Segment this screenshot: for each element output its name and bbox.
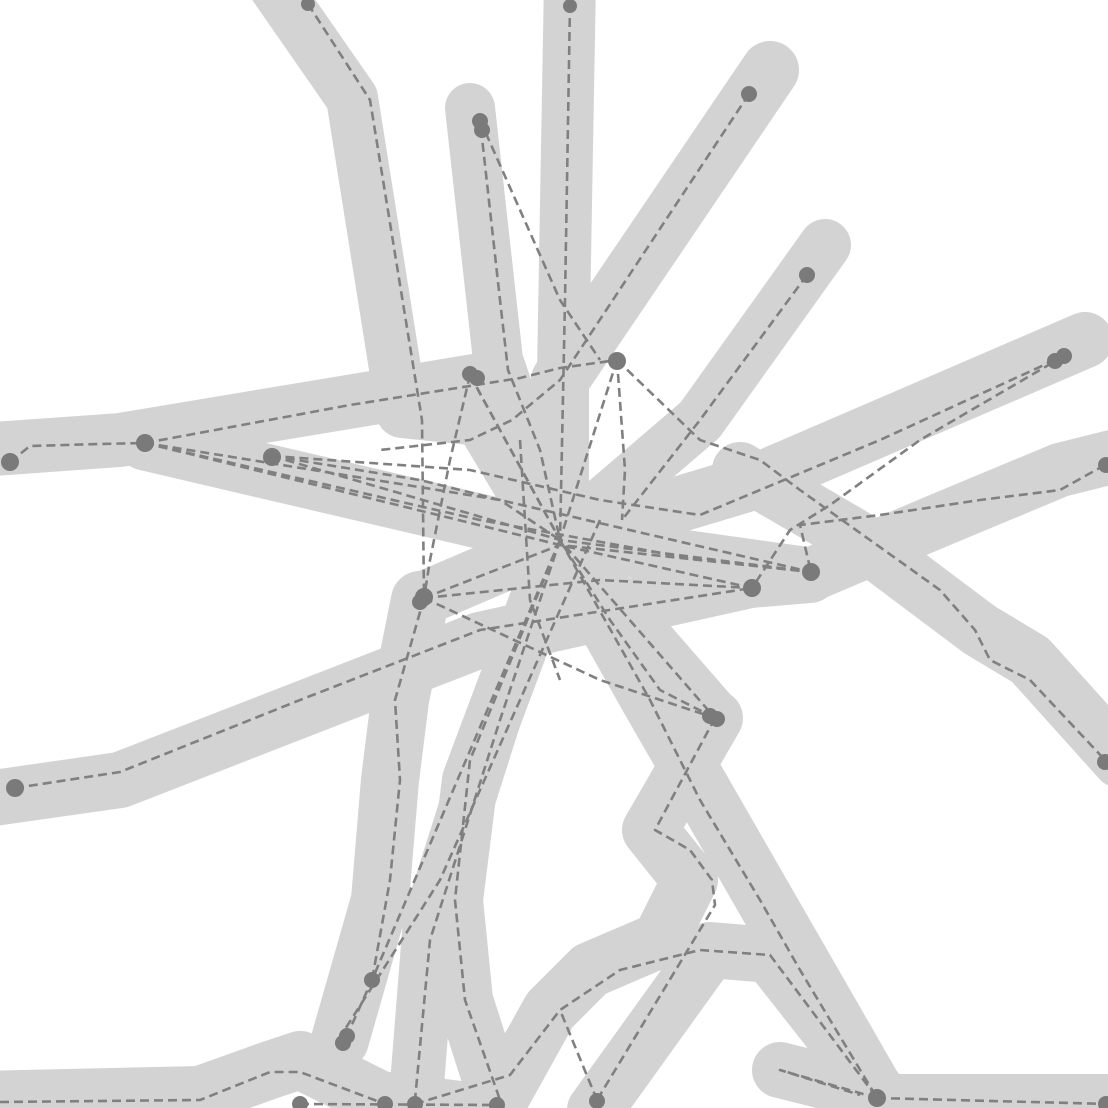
station-node[interactable]	[1, 453, 19, 471]
route-line	[0, 1070, 386, 1106]
station-node[interactable]	[412, 594, 428, 610]
route-line	[271, 454, 561, 542]
route-line	[615, 359, 627, 521]
station-node[interactable]	[868, 1089, 886, 1107]
route-line	[14, 586, 753, 790]
route-line	[468, 374, 716, 720]
corridor-band	[712, 442, 1108, 786]
route-line	[558, 359, 619, 541]
route-line	[558, 3, 572, 541]
station-node[interactable]	[563, 0, 577, 13]
station-node[interactable]	[741, 86, 757, 102]
route-line	[271, 358, 1056, 517]
station-node[interactable]	[608, 352, 626, 370]
station-node[interactable]	[1047, 353, 1063, 369]
route-line	[423, 578, 753, 600]
route-line	[558, 948, 879, 1101]
station-node[interactable]	[1097, 754, 1108, 770]
station-node[interactable]	[743, 579, 761, 597]
route-line	[306, 3, 426, 599]
station-node[interactable]	[301, 0, 315, 11]
route-line	[9, 441, 146, 464]
route-line	[453, 539, 562, 1101]
route-line	[595, 717, 717, 1101]
station-node[interactable]	[377, 1096, 393, 1108]
route-line	[144, 441, 812, 574]
route-line	[798, 463, 1106, 573]
route-line	[414, 1009, 562, 1106]
route-line	[423, 543, 812, 600]
corridor-band	[0, 547, 838, 826]
route-line	[616, 359, 1106, 761]
station-node[interactable]	[335, 1035, 351, 1051]
station-node[interactable]	[292, 1096, 308, 1108]
station-node[interactable]	[136, 434, 154, 452]
corridor-band	[311, 571, 449, 1069]
station-node[interactable]	[469, 370, 485, 386]
route-line	[518, 439, 562, 681]
station-node[interactable]	[364, 972, 380, 988]
route-line	[299, 1102, 498, 1107]
route-line	[340, 519, 602, 1035]
station-node[interactable]	[489, 1097, 505, 1108]
route-line	[144, 441, 701, 562]
route-line	[778, 1068, 878, 1100]
station-node[interactable]	[1098, 457, 1108, 473]
station-node[interactable]	[709, 711, 725, 727]
route-line	[558, 539, 879, 1099]
station-node[interactable]	[474, 122, 490, 138]
route-line	[876, 1096, 1108, 1106]
route-line	[370, 597, 426, 981]
corridor-band	[472, 690, 743, 1108]
corridor-band	[0, 1031, 489, 1108]
station-node[interactable]	[263, 448, 281, 466]
route-line	[422, 374, 472, 599]
station-node[interactable]	[1098, 1096, 1108, 1108]
station-node[interactable]	[802, 563, 820, 581]
route-line	[144, 358, 618, 445]
route-line	[423, 596, 716, 720]
station-node[interactable]	[589, 1093, 605, 1108]
route-layer	[0, 3, 1108, 1107]
station-node[interactable]	[6, 779, 24, 797]
route-line	[379, 93, 751, 452]
station-node[interactable]	[799, 267, 815, 283]
route-line	[479, 128, 562, 541]
route-line	[620, 274, 809, 521]
station-node[interactable]	[407, 1096, 423, 1108]
